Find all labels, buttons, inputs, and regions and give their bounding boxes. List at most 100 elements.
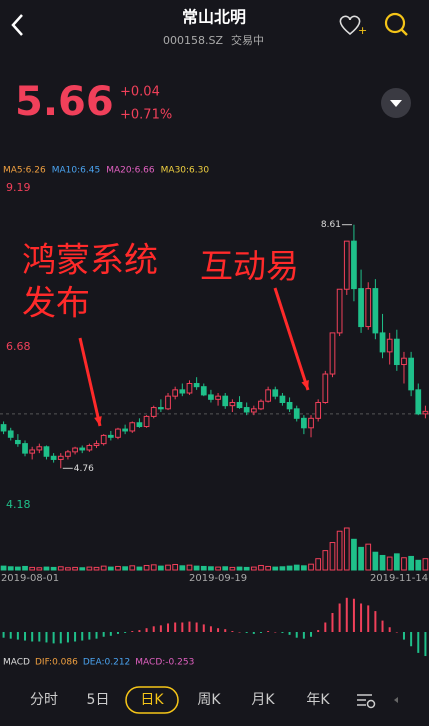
volume-bar (193, 565, 200, 571)
candle-body (129, 422, 136, 432)
price-change-percent: +0.71% (120, 108, 172, 123)
period-tab[interactable]: 月K (251, 692, 275, 708)
period-tab[interactable]: 分时 (30, 692, 58, 708)
candle-body (158, 407, 164, 410)
volume-bar (179, 565, 186, 571)
candle-body (286, 401, 293, 410)
volume-bar (422, 558, 429, 571)
volume-bar (72, 566, 78, 571)
candle-body (322, 373, 329, 403)
annotation-arrow (78, 337, 102, 427)
macd-bar (102, 632, 105, 637)
candle-body (415, 389, 422, 415)
macd-bar (374, 611, 377, 632)
volume-bar (393, 553, 400, 571)
macd-bar (310, 632, 313, 637)
volume-bar (122, 566, 128, 571)
volume-bar (229, 566, 236, 571)
macd-bar (331, 613, 334, 632)
macd-bar (31, 632, 34, 642)
macd-bar (317, 630, 320, 632)
macd-legend: MACD (3, 658, 30, 668)
back-button[interactable] (11, 14, 23, 36)
volume-bar (107, 566, 114, 571)
volume-bar (293, 564, 300, 571)
macd-bar (2, 632, 5, 638)
candle-body (0, 424, 7, 432)
volume-bar (272, 566, 279, 571)
macd-bar (167, 623, 170, 632)
period-tab[interactable]: 年K (306, 692, 330, 708)
volume-bar (100, 565, 107, 571)
candle-body (136, 422, 143, 428)
candle-body (222, 395, 229, 407)
ma-legend: MA20:6.66 (106, 166, 155, 176)
volume-bar (250, 566, 257, 571)
volume-bar (215, 566, 221, 571)
settings-button[interactable] (357, 694, 376, 709)
candle-body (100, 434, 107, 445)
period-tab[interactable]: 日K (140, 692, 164, 708)
volume-bar (365, 543, 372, 571)
macd-bar (410, 632, 413, 647)
volume-bar (50, 566, 57, 571)
search-button[interactable] (384, 12, 408, 36)
candle-body (265, 389, 271, 402)
macd-bar (188, 621, 191, 632)
macd-bar (388, 627, 391, 632)
period-tab[interactable]: 周K (197, 692, 221, 708)
candle-body (301, 417, 307, 429)
candle-body (365, 288, 372, 328)
x-tick-label: 2019-09-19 (189, 573, 247, 584)
macd-bar (45, 632, 48, 643)
macd-bar (245, 632, 248, 633)
volume-bar (29, 566, 36, 571)
volume-bar (351, 538, 357, 571)
macd-bar (231, 631, 234, 632)
volume-bar (143, 564, 150, 571)
macd-bar (159, 625, 162, 632)
macd-bar (209, 626, 212, 632)
volume-bar (236, 566, 243, 571)
candle-body (193, 383, 200, 388)
search-icon-handle (400, 28, 408, 36)
volume-bar (336, 530, 343, 571)
volume-bar (43, 566, 50, 571)
macd-bar (52, 632, 55, 644)
volume-bar (93, 566, 100, 571)
macd-bar (181, 622, 184, 632)
annotation: 发布 (22, 284, 90, 324)
volume-bar (243, 566, 250, 571)
volume-bar (150, 564, 157, 571)
volume-bar (136, 566, 143, 571)
macd-legend: DIF:0.086 (35, 658, 78, 668)
candle-body (215, 395, 221, 400)
expand-button[interactable] (381, 88, 411, 118)
candle-body (22, 443, 28, 454)
volume-bar (322, 550, 329, 571)
volume-bar (36, 567, 43, 571)
period-tab[interactable]: 5日 (87, 692, 110, 708)
candle-body (308, 417, 314, 429)
candle-body (43, 446, 50, 457)
y-tick-label: 4.18 (6, 498, 31, 511)
volume-bar (329, 542, 336, 571)
volume-bar (208, 566, 214, 571)
watchlist-button[interactable] (339, 15, 361, 36)
macd-bar (324, 622, 327, 632)
volume-bar (22, 565, 28, 571)
volume-bar (129, 565, 136, 571)
volume-bar (65, 567, 71, 571)
candle-body (72, 447, 78, 453)
macd-bar (238, 632, 241, 633)
macd-bar (395, 632, 398, 633)
candle-body (272, 389, 279, 397)
ma-legend: MA10:6.45 (52, 166, 100, 176)
candle-body (143, 415, 150, 428)
candle-body (79, 447, 86, 451)
trade-status: 交易中 (231, 33, 264, 47)
volume-bar (0, 565, 7, 571)
